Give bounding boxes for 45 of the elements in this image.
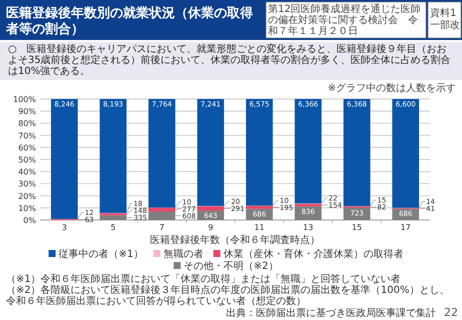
x-tick-label: 7 [159,223,164,232]
bar [294,204,322,206]
bar [100,99,127,213]
legend-label: 無職の者 [163,248,204,260]
legend-label: その他・不明（※2） [184,260,278,272]
legend-label: 休業（産休・育休・介護休業）の取得者 [223,248,404,260]
chart-title: 医籍登録後年数別の就業状況（休業の取得者等の割合） [5,5,253,37]
x-tick-label: 15 [352,223,362,232]
text: ※グラフ中の数は人数を示す [328,82,456,94]
y-tick-label: 100% [13,95,36,104]
text: 第12回医師養成過程を通じた医師の偏在対策等に関する検討会 令和７年１１月２０日 [268,3,421,37]
text: 資料1 一部改 [430,7,460,31]
y-tick-label: 90% [18,107,36,116]
y-tick-label: 30% [18,180,36,189]
bar [50,99,78,219]
x-axis-title: 医籍登録後年数（令和６年調査時点） [150,234,320,246]
bar [294,99,322,204]
text: （※1）令和６年医師届出票において「休業の取得」または「無職」と回答していない者 [6,273,401,285]
source-note: 出典：医師届出票に基づき医政局医事課で集計 [226,307,436,319]
y-tick-label: 60% [18,143,36,152]
bar [343,99,370,206]
bar [148,208,176,212]
y-tick-label: 40% [18,168,36,177]
bar [392,99,420,208]
bar [197,206,224,211]
text: （※2）各階級において医籍登録後３年目時点の年度の医師届出票の届出数を基準（100%）とし、令和６年医師届出票において回答が得られていない者（想定の数） [6,284,450,307]
y-tick-label: 20% [18,192,36,201]
x-tick-label: 5 [110,223,116,232]
y-tick-label: 50% [18,156,36,164]
bar [197,99,224,206]
bar [246,99,273,206]
x-tick-label: 11 [254,223,264,232]
x-tick-label: 9 [208,223,214,232]
x-tick-label: 13 [303,223,314,232]
y-tick-label: 70% [18,131,36,140]
text: 22 [444,306,458,319]
x-tick-label: 3 [62,223,67,232]
bar [246,206,273,209]
legend-label: 従事中の者（※1） [58,248,144,260]
y-tick-label: 10% [18,204,36,213]
y-tick-label: 80% [18,119,36,128]
y-tick-label: 0% [23,216,36,225]
x-tick-label: 17 [400,223,411,232]
chart-subtitle: ○ 医籍登録後のキャリアパスにおいて、就業形態ごとの変化をみると、医籍登録後９年目（おおよそ35歳前後と想定される）前後において、休業の取得者等の割合が多く、医師全体に占める割合は10%強である。 [8,43,451,77]
bar [148,99,176,208]
